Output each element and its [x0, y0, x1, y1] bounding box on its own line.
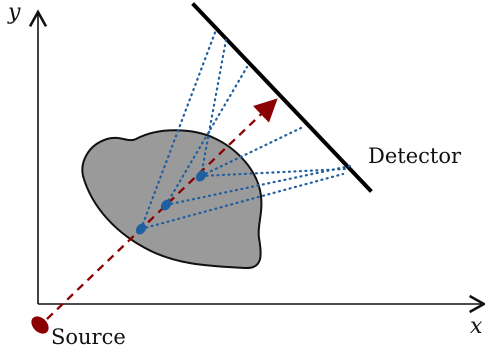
scatter-ray-1a [139, 28, 218, 231]
scattered-rays [139, 28, 352, 231]
x-axis-label: x [470, 314, 483, 339]
scatter-point-2 [160, 199, 172, 211]
scatter-points [135, 170, 207, 235]
source-label: Source [51, 325, 126, 349]
scatter-ray-3b [199, 167, 347, 178]
scatter-ray-3c [199, 38, 228, 178]
scatter-ray-3a [199, 126, 303, 178]
detector-label: Detector [368, 144, 462, 168]
source-marker [31, 316, 49, 334]
incident-ray [46, 98, 278, 320]
scatter-ray-1b [139, 172, 345, 231]
scatter-ray-2a [164, 65, 249, 207]
scatter-ray-2b [164, 164, 352, 207]
detector-line [191, 2, 373, 193]
y-axis-label: y [7, 0, 21, 25]
scatter-point-3 [195, 170, 207, 182]
scatter-point-1 [135, 223, 147, 235]
